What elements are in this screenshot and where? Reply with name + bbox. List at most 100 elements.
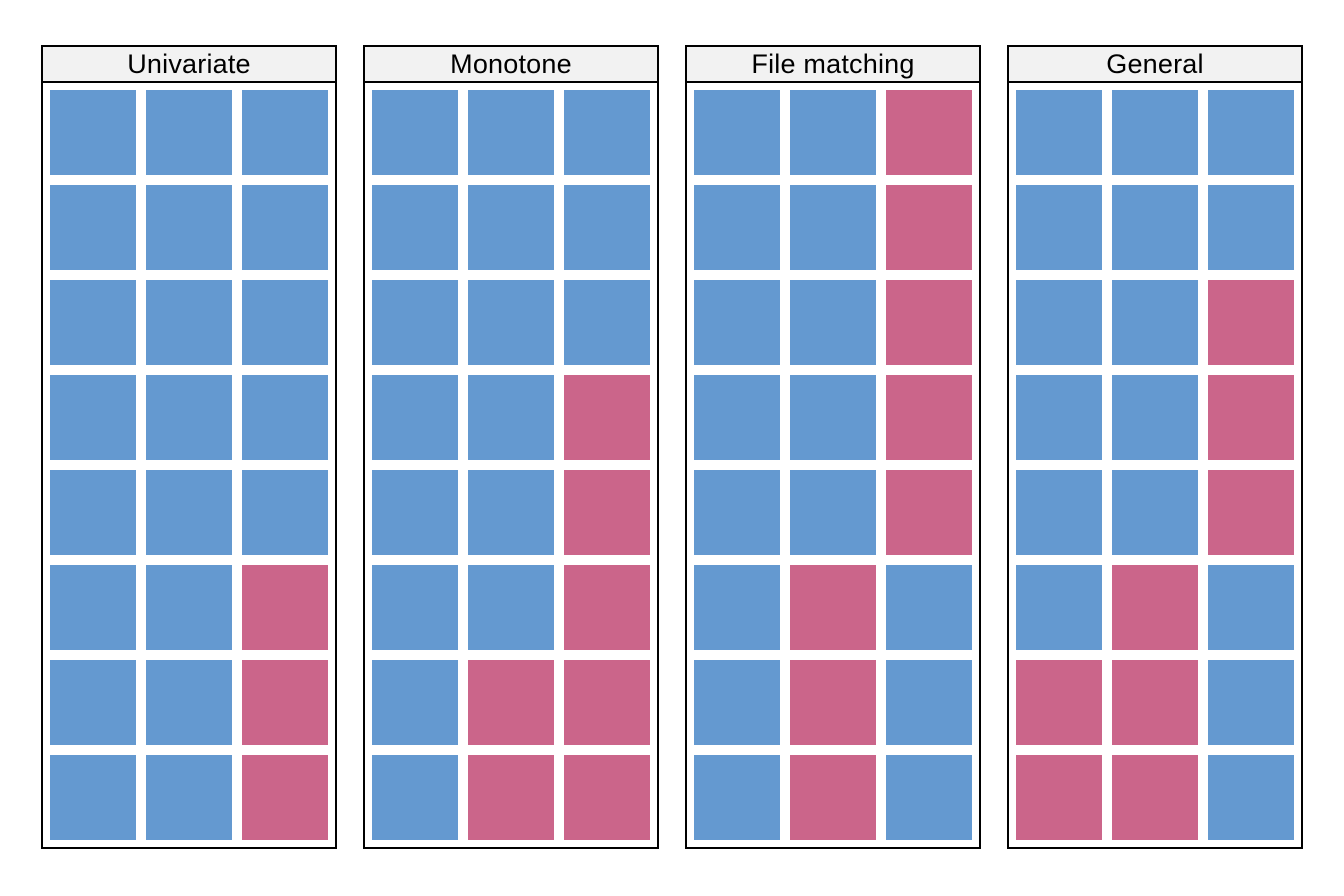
cell-observed <box>50 375 136 460</box>
cell-observed <box>1016 470 1102 555</box>
cell-observed <box>1208 565 1294 650</box>
cell-observed <box>50 660 136 745</box>
cell-observed <box>50 470 136 555</box>
cell-missing <box>1208 375 1294 460</box>
cell-observed <box>372 185 458 270</box>
panel-file-matching: File matching <box>685 45 981 849</box>
cell-missing <box>564 470 650 555</box>
cell-observed <box>886 755 972 840</box>
cell-observed <box>50 280 136 365</box>
cell-observed <box>468 375 554 460</box>
cell-observed <box>1112 470 1198 555</box>
cell-observed <box>694 90 780 175</box>
cell-missing <box>886 90 972 175</box>
cell-observed <box>1208 90 1294 175</box>
panel-title: General <box>1009 47 1301 83</box>
cell-observed <box>50 565 136 650</box>
panel-title: Monotone <box>365 47 657 83</box>
cell-missing <box>886 470 972 555</box>
cell-observed <box>694 660 780 745</box>
cell-observed <box>694 755 780 840</box>
cell-observed <box>468 90 554 175</box>
cell-observed <box>694 565 780 650</box>
cell-observed <box>1112 185 1198 270</box>
cell-missing <box>242 660 328 745</box>
pattern-grid <box>1009 83 1301 847</box>
cell-observed <box>1112 280 1198 365</box>
cell-observed <box>146 375 232 460</box>
cell-observed <box>372 755 458 840</box>
cell-observed <box>146 90 232 175</box>
cell-missing <box>790 565 876 650</box>
cell-observed <box>1016 565 1102 650</box>
cell-missing <box>1112 755 1198 840</box>
panel-title: File matching <box>687 47 979 83</box>
cell-observed <box>1208 755 1294 840</box>
cell-observed <box>242 280 328 365</box>
cell-observed <box>50 90 136 175</box>
cell-observed <box>694 470 780 555</box>
cell-observed <box>50 185 136 270</box>
cell-observed <box>1208 660 1294 745</box>
cell-observed <box>372 90 458 175</box>
cell-missing <box>564 660 650 745</box>
cell-observed <box>372 470 458 555</box>
panel-univariate: Univariate <box>41 45 337 849</box>
cell-observed <box>1016 90 1102 175</box>
cell-observed <box>468 280 554 365</box>
cell-observed <box>790 470 876 555</box>
cell-observed <box>146 755 232 840</box>
cell-observed <box>886 565 972 650</box>
cell-missing <box>1016 755 1102 840</box>
cell-observed <box>1016 280 1102 365</box>
cell-observed <box>242 185 328 270</box>
cell-observed <box>694 280 780 365</box>
panel-title: Univariate <box>43 47 335 83</box>
panel-monotone: Monotone <box>363 45 659 849</box>
cell-missing <box>468 660 554 745</box>
cell-missing <box>242 565 328 650</box>
cell-observed <box>564 185 650 270</box>
cell-observed <box>790 375 876 460</box>
cell-missing <box>886 280 972 365</box>
cell-observed <box>790 90 876 175</box>
cell-observed <box>1016 185 1102 270</box>
cell-observed <box>694 375 780 460</box>
cell-observed <box>1208 185 1294 270</box>
cell-observed <box>372 375 458 460</box>
cell-missing <box>1112 660 1198 745</box>
cell-observed <box>564 280 650 365</box>
cell-observed <box>564 90 650 175</box>
cell-observed <box>372 660 458 745</box>
cell-observed <box>1112 375 1198 460</box>
cell-observed <box>146 185 232 270</box>
pattern-grid <box>43 83 335 847</box>
cell-missing <box>242 755 328 840</box>
cell-observed <box>790 280 876 365</box>
cell-missing <box>1112 565 1198 650</box>
pattern-grid <box>365 83 657 847</box>
cell-missing <box>1208 280 1294 365</box>
cell-missing <box>468 755 554 840</box>
cell-observed <box>146 470 232 555</box>
cell-missing <box>564 565 650 650</box>
cell-observed <box>1016 375 1102 460</box>
cell-observed <box>146 280 232 365</box>
cell-missing <box>886 375 972 460</box>
cell-observed <box>242 470 328 555</box>
cell-observed <box>886 660 972 745</box>
panel-general: General <box>1007 45 1303 849</box>
cell-observed <box>468 470 554 555</box>
cell-missing <box>1016 660 1102 745</box>
cell-missing <box>790 755 876 840</box>
pattern-grid <box>687 83 979 847</box>
cell-observed <box>372 280 458 365</box>
cell-observed <box>468 565 554 650</box>
cell-observed <box>242 375 328 460</box>
cell-observed <box>242 90 328 175</box>
cell-observed <box>694 185 780 270</box>
cell-missing <box>790 660 876 745</box>
cell-missing <box>564 755 650 840</box>
cell-observed <box>372 565 458 650</box>
